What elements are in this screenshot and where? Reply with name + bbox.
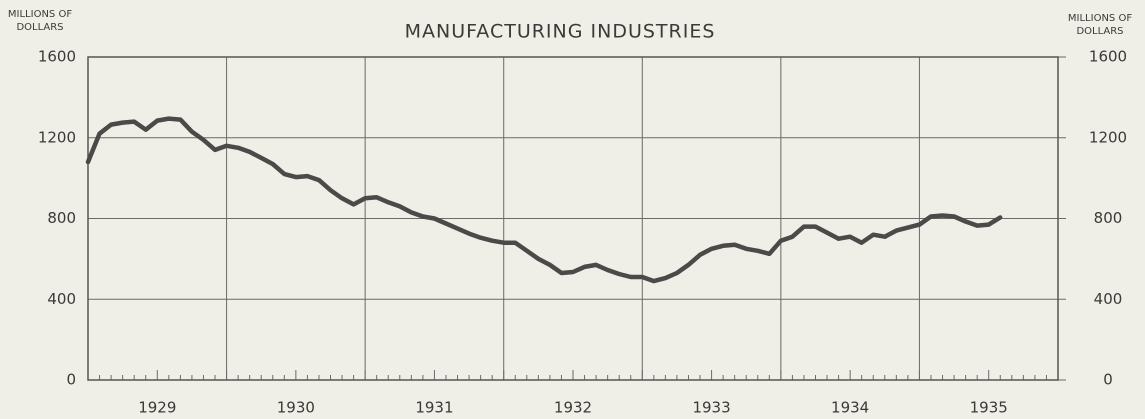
y-axis-label: MILLIONS OF <box>8 9 72 20</box>
x-tick-label: 1933 <box>692 399 730 417</box>
x-tick-label: 1930 <box>277 399 315 417</box>
plot-frame <box>87 56 1059 381</box>
y2-tick-label: 400 <box>1094 290 1123 308</box>
x-tick-label: 1932 <box>554 399 592 417</box>
y-tick-label: 400 <box>47 290 76 308</box>
x-tick-label: 1929 <box>138 399 176 417</box>
x-tick-label: 1931 <box>415 399 453 417</box>
x-tick-label: 1935 <box>970 399 1008 417</box>
data-line <box>85 116 1003 284</box>
x-tick-label: 1934 <box>831 399 869 417</box>
y2-tick-label: 800 <box>1094 209 1123 227</box>
y2-tick-label: 0 <box>1103 371 1113 389</box>
y2-tick-label: 1200 <box>1089 128 1127 146</box>
chart-title: MANUFACTURING INDUSTRIES <box>405 21 716 43</box>
y2-axis-label: MILLIONS OF <box>1068 13 1132 24</box>
y2-tick-label: 1600 <box>1089 48 1127 66</box>
y-tick-label: 1200 <box>38 128 76 146</box>
y-tick-label: 800 <box>47 209 76 227</box>
y2-axis-label: DOLLARS <box>1076 26 1123 37</box>
y-tick-label: 0 <box>66 371 76 389</box>
y-axis-label: DOLLARS <box>16 22 63 33</box>
y-tick-label: 1600 <box>38 48 76 66</box>
